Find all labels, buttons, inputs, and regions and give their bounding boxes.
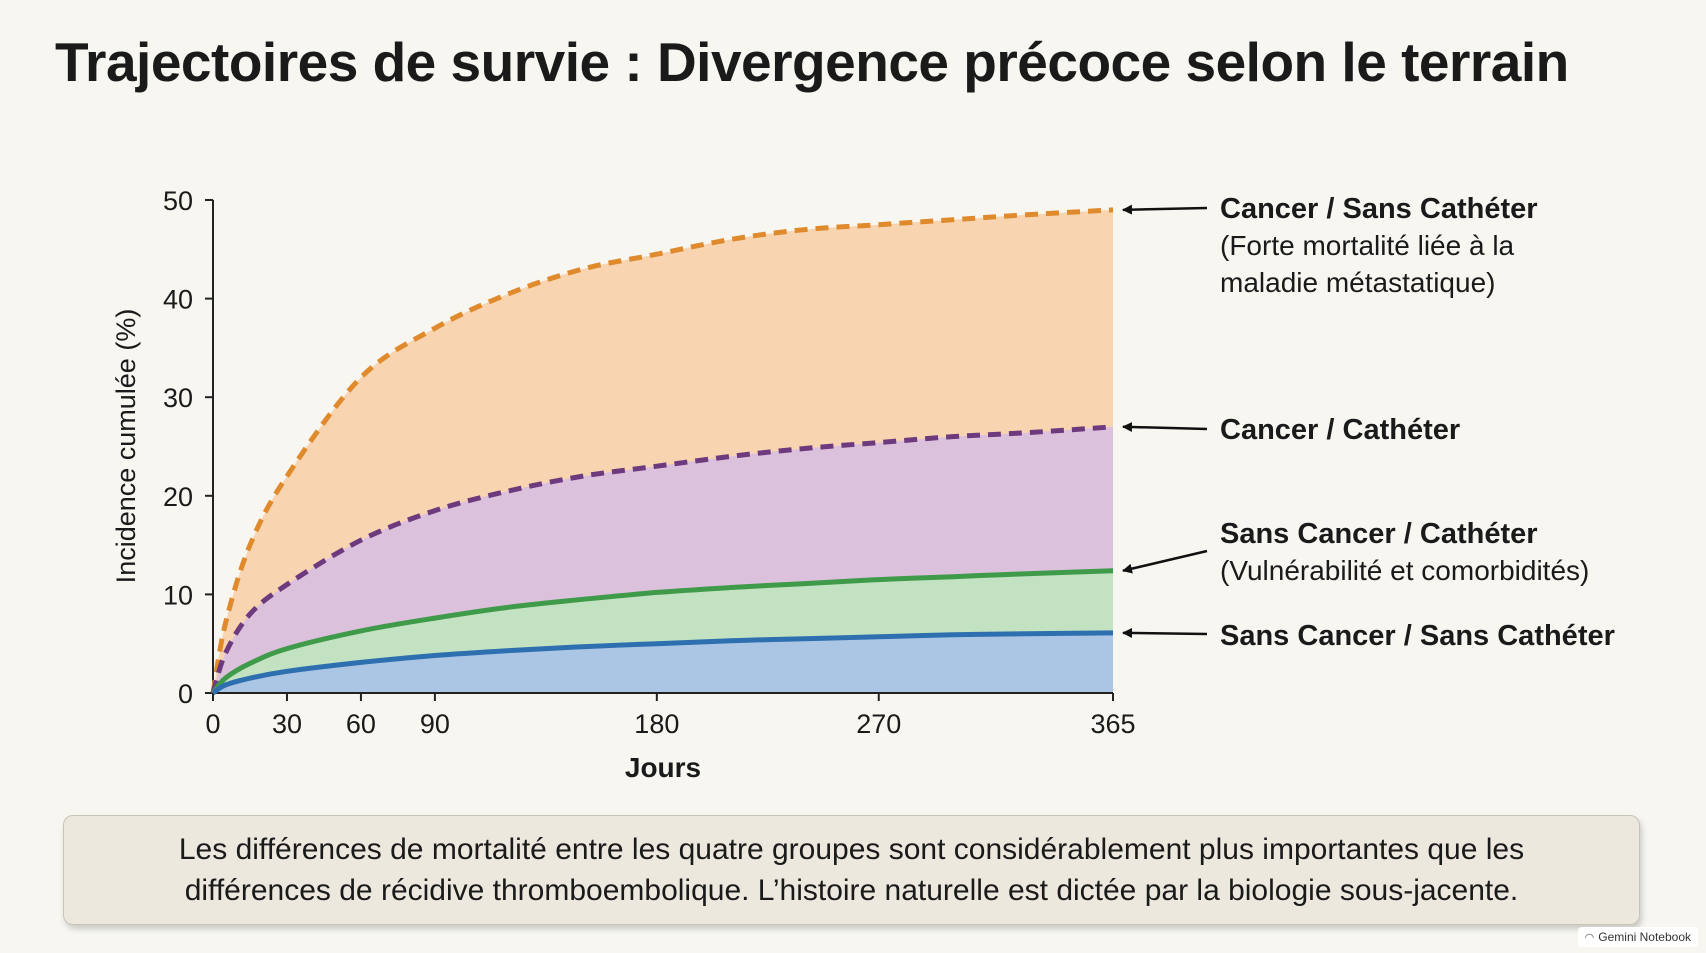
series-note-cancer-sans-catheter: (Forte mortalité liée à la [1220,230,1515,261]
page-title: Trajectoires de survie : Divergence préc… [55,31,1569,93]
series-lines [210,207,1114,696]
line-cancer-catheter [210,424,1114,694]
arrow-sans-cancer-sans-catheter [1122,627,1208,638]
series-note-sans-cancer-catheter: (Vulnérabilité et comorbidités) [1220,555,1589,586]
series-label-sans-cancer-catheter: Sans Cancer / Cathéter [1220,518,1538,550]
series-label-cancer-catheter: Cancer / Cathéter [1220,414,1460,446]
x-tick-label: 270 [856,709,901,739]
survival-chart: 0 10 20 30 40 50 0 30 60 90 180 270 365 Jours Incidenc… [111,186,1615,783]
notebook-icon: ◠ [1584,931,1595,944]
series-note-cancer-sans-catheter: maladie métastatique) [1220,267,1495,298]
line-sans-cancer-catheter [211,568,1114,695]
caption-text: Les différences de mortalité entre les q… [178,833,1525,907]
x-tick-label: 90 [420,709,450,739]
x-axis-label: Jours [625,752,701,783]
line-sans-cancer-sans-catheter [211,630,1114,696]
x-tick-label: 30 [272,709,302,739]
area-sans-cancer-sans-catheter [213,632,1113,693]
chart-axes: 0 10 20 30 40 50 0 30 60 90 180 270 365 Jours Incidenc… [111,186,1136,783]
y-tick-label: 50 [163,186,193,216]
arrow-cancer-sans-catheter [1122,204,1208,215]
x-tick-label: 365 [1090,709,1135,739]
y-tick-label: 20 [163,482,193,512]
y-tick-label: 10 [163,580,193,610]
y-tick-label: 30 [163,383,193,413]
series-labels: Cancer / Sans Cathéter (Forte mortalité l… [1122,193,1615,652]
y-tick-label: 40 [163,285,193,315]
y-axis-label: Incidence cumulée (%) [111,309,141,584]
x-tick-label: 0 [205,709,220,739]
line-cancer-sans-catheter [210,207,1114,694]
x-tick-label: 60 [346,709,376,739]
area-fills [213,209,1113,693]
arrow-sans-cancer-catheter [1122,549,1208,574]
y-tick-label: 0 [178,679,193,709]
watermark: ◠ Gemini Notebook [1577,927,1698,947]
series-label-sans-cancer-sans-catheter: Sans Cancer / Sans Cathéter [1220,620,1615,652]
x-tick-label: 180 [634,709,679,739]
caption-box: Les différences de mortalité entre les q… [63,815,1640,925]
arrow-cancer-catheter [1122,422,1208,433]
series-label-cancer-sans-catheter: Cancer / Sans Cathéter [1220,193,1538,225]
watermark-text: Gemini Notebook [1598,930,1691,944]
